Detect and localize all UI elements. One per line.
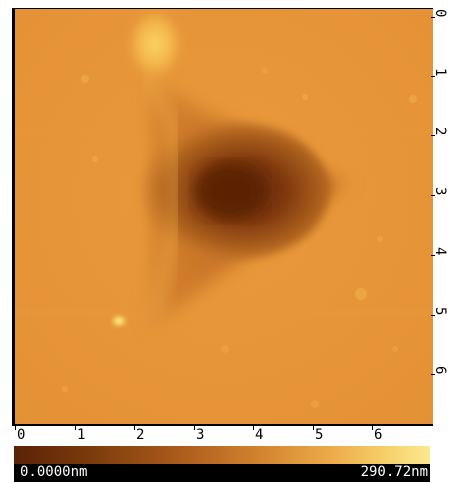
y-tick-label: 5 [432, 307, 448, 316]
x-tick-label: 0 [17, 427, 26, 443]
y-tick-label: 0 [432, 9, 448, 18]
x-tick-label: 1 [77, 427, 86, 443]
x-tick-label: 4 [255, 427, 264, 443]
x-tick-label: 6 [374, 427, 383, 443]
y-tick: 1 [431, 68, 449, 83]
x-tick-label: 3 [196, 427, 205, 443]
y-axis: 0 1 2 3 4 5 6 [431, 8, 449, 426]
afm-height-image [12, 8, 433, 426]
y-tick: 5 [431, 307, 449, 322]
x-tick-label: 2 [136, 427, 145, 443]
y-tick-label: 3 [432, 187, 448, 196]
scale-max-label: 290.72nm [360, 464, 428, 480]
scale-min-label: 0.0000nm [20, 464, 88, 480]
y-tick-label: 4 [432, 247, 448, 256]
y-tick-label: 6 [432, 366, 448, 375]
y-tick: 2 [431, 127, 449, 142]
y-tick: 4 [431, 247, 449, 262]
x-tick-label: 5 [315, 427, 324, 443]
y-tick-label: 1 [432, 68, 448, 77]
y-tick: 0 [431, 9, 449, 24]
color-scale-labels: 0.0000nm 290.72nm [14, 464, 430, 482]
y-tick: 3 [431, 187, 449, 202]
x-axis: 0 1 2 3 4 5 6 [12, 426, 432, 444]
y-tick-label: 2 [432, 127, 448, 136]
color-scale-bar [14, 446, 430, 464]
afm-height-map-icon [15, 9, 433, 424]
y-tick: 6 [431, 366, 449, 381]
